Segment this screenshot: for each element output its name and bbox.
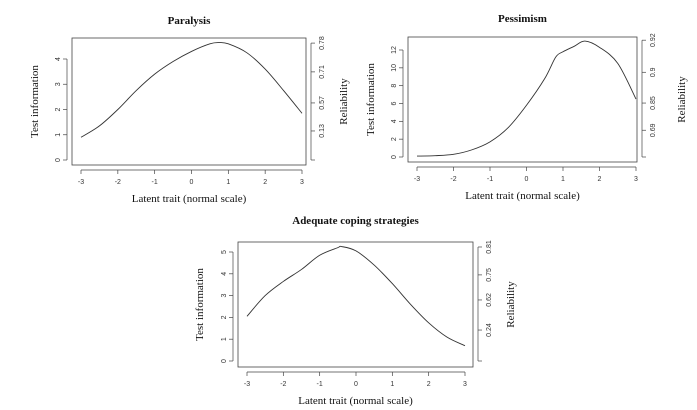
y-axis-label: Test information xyxy=(29,65,41,138)
x-tick-label: -3 xyxy=(244,381,250,388)
y-tick-label: 0 xyxy=(221,359,228,363)
x-tick-label: 1 xyxy=(226,179,230,186)
y-tick-label: 4 xyxy=(55,57,62,61)
x-tick-label: -3 xyxy=(414,176,420,183)
y2-tick-label: 0.13 xyxy=(319,124,326,138)
y-axis-label: Test information xyxy=(194,268,206,341)
x-tick-label: 0 xyxy=(190,179,194,186)
y2-tick-label: 0.24 xyxy=(486,323,493,337)
y-tick-label: 4 xyxy=(391,119,398,123)
y-tick-label: 2 xyxy=(391,137,398,141)
y-tick-label: 8 xyxy=(391,84,398,88)
x-tick-label: 2 xyxy=(427,381,431,388)
y2-tick-label: 0.69 xyxy=(650,123,657,137)
y2-tick-label: 0.9 xyxy=(650,67,657,77)
x-tick-label: -2 xyxy=(450,176,456,183)
y-tick-label: 12 xyxy=(391,46,398,54)
y-tick-label: 2 xyxy=(55,107,62,111)
y-tick-label: 2 xyxy=(221,315,228,319)
x-axis-label: Latent trait (normal scale) xyxy=(132,193,247,205)
x-tick-label: 0 xyxy=(354,381,358,388)
x-tick-label: -1 xyxy=(317,381,323,388)
y-tick-label: 3 xyxy=(55,82,62,86)
y-tick-label: 6 xyxy=(391,101,398,105)
plot-frame xyxy=(237,241,474,368)
x-tick-label: 3 xyxy=(463,381,467,388)
y2-tick-label: 0.71 xyxy=(319,65,326,79)
x-tick-label: -3 xyxy=(78,179,84,186)
y2-tick-label: 0.62 xyxy=(486,293,493,307)
y2-tick-label: 0.57 xyxy=(319,96,326,110)
x-tick-label: -2 xyxy=(115,179,121,186)
y2-tick-label: 0.92 xyxy=(650,33,657,47)
y-tick-label: 1 xyxy=(55,133,62,137)
x-tick-label: -1 xyxy=(487,176,493,183)
series-line-test-information xyxy=(80,42,303,138)
y2-tick-label: 0.75 xyxy=(486,268,493,282)
chart-panel-0: Paralysis Latent trait (normal scale) Test… xyxy=(29,15,350,205)
y-tick-label: 3 xyxy=(221,294,228,298)
y-tick-label: 1 xyxy=(221,337,228,341)
chart-title: Pessimism xyxy=(498,13,547,25)
y2-axis-label: Reliability xyxy=(676,76,688,123)
x-tick-label: -1 xyxy=(152,179,158,186)
plot-frame xyxy=(71,37,307,166)
y-axis-label: Test information xyxy=(365,63,377,136)
x-tick-label: -2 xyxy=(280,381,286,388)
chart-panel-2: Adequate coping strategies Latent trait (… xyxy=(194,215,517,407)
y-tick-label: 10 xyxy=(391,64,398,72)
y2-tick-label: 0.81 xyxy=(486,240,493,254)
x-tick-label: 0 xyxy=(525,176,529,183)
series-line-test-information xyxy=(246,245,466,347)
x-tick-label: 2 xyxy=(263,179,267,186)
y-tick-label: 0 xyxy=(55,158,62,162)
x-tick-label: 3 xyxy=(300,179,304,186)
series-line-test-information xyxy=(416,40,637,157)
plot-frame xyxy=(407,36,638,163)
x-tick-label: 3 xyxy=(634,176,638,183)
chart-title: Adequate coping strategies xyxy=(292,215,419,227)
y-tick-label: 5 xyxy=(221,250,228,254)
y2-tick-label: 0.78 xyxy=(319,36,326,50)
y2-axis-label: Reliability xyxy=(505,281,517,328)
x-axis-label: Latent trait (normal scale) xyxy=(465,190,580,202)
x-tick-label: 1 xyxy=(561,176,565,183)
y2-tick-label: 0.85 xyxy=(650,96,657,110)
chart-panel-1: Pessimism Latent trait (normal scale) Test… xyxy=(365,13,688,202)
x-tick-label: 1 xyxy=(390,381,394,388)
y-tick-label: 4 xyxy=(221,272,228,276)
y-tick-label: 0 xyxy=(391,155,398,159)
x-tick-label: 2 xyxy=(598,176,602,183)
x-axis-label: Latent trait (normal scale) xyxy=(298,395,413,407)
chart-title: Paralysis xyxy=(168,15,211,27)
y2-axis-label: Reliability xyxy=(338,78,350,125)
